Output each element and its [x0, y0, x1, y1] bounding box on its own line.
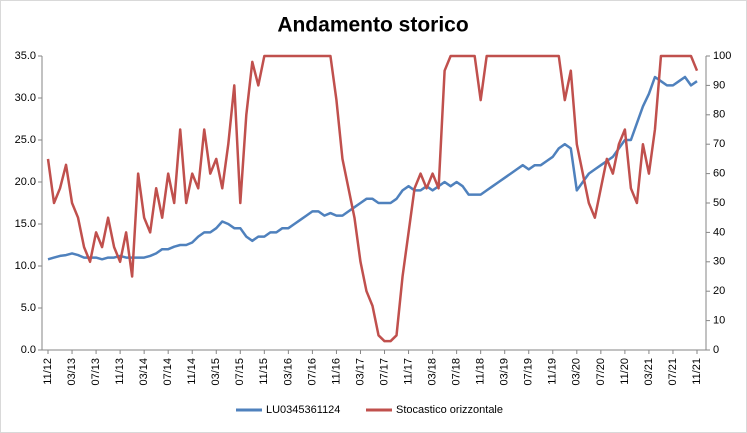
y2-tick-label: 0	[713, 344, 719, 356]
y-tick-label: 10.0	[15, 260, 36, 272]
x-tick-label: 11/12	[42, 358, 54, 385]
legend-label: Stocastico orizzontale	[396, 404, 503, 416]
legend-label: LU0345361124	[266, 404, 340, 416]
series-line	[46, 54, 699, 343]
x-tick-label: 07/21	[667, 358, 679, 386]
x-tick-label: 03/17	[354, 358, 366, 386]
x-tick-label: 07/19	[523, 358, 535, 386]
x-tick-label: 07/20	[595, 358, 607, 386]
x-tick-label: 11/15	[258, 358, 270, 385]
y-tick-label: 30.0	[15, 92, 36, 104]
x-tick-label: 11/21	[691, 358, 703, 385]
x-tick-label: 07/14	[162, 358, 174, 386]
y2-tick-label: 10	[713, 315, 725, 327]
y2-tick-label: 20	[713, 285, 725, 297]
y2-tick-label: 80	[713, 109, 725, 121]
x-tick-label: 03/16	[282, 358, 294, 386]
y2-tick-label: 40	[713, 226, 725, 238]
x-tick-label: 07/18	[451, 358, 463, 386]
x-tick-label: 11/16	[330, 358, 342, 385]
x-tick-label: 07/15	[234, 358, 246, 386]
y-tick-label: 20.0	[15, 176, 36, 188]
x-tick-label: 03/18	[426, 358, 438, 386]
x-tick-label: 07/16	[306, 358, 318, 386]
y2-tick-label: 90	[713, 79, 725, 91]
x-tick-label: 03/14	[138, 358, 150, 386]
x-tick-label: 11/19	[547, 358, 559, 385]
y-tick-label: 25.0	[15, 134, 36, 146]
y2-tick-label: 60	[713, 168, 725, 180]
y2-tick-label: 30	[713, 256, 725, 268]
x-tick-label: 03/13	[66, 358, 78, 386]
x-tick-label: 03/19	[499, 358, 511, 386]
x-tick-label: 11/18	[475, 358, 487, 385]
x-tick-label: 03/21	[643, 358, 655, 386]
y-tick-label: 5.0	[21, 302, 36, 314]
y2-tick-label: 50	[713, 197, 725, 209]
x-tick-label: 11/17	[402, 358, 414, 385]
x-tick-label: 11/14	[186, 358, 198, 385]
x-tick-label: 03/15	[210, 358, 222, 386]
x-tick-label: 03/20	[571, 358, 583, 386]
y2-tick-label: 70	[713, 138, 725, 150]
series-line	[47, 75, 698, 261]
x-tick-label: 07/17	[378, 358, 390, 386]
y2-tick-label: 100	[713, 50, 731, 62]
y-tick-label: 15.0	[15, 218, 36, 230]
y-tick-label: 0.0	[21, 344, 36, 356]
x-tick-label: 11/13	[114, 358, 126, 385]
x-tick-label: 11/20	[619, 358, 631, 385]
x-tick-label: 07/13	[90, 358, 102, 386]
y-tick-label: 35.0	[15, 50, 36, 62]
chart-title: Andamento storico	[277, 14, 468, 37]
